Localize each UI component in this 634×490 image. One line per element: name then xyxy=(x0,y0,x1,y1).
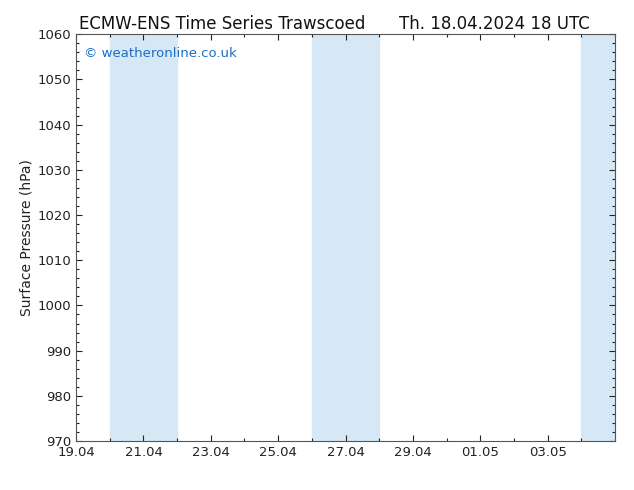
Text: © weatheronline.co.uk: © weatheronline.co.uk xyxy=(84,47,237,59)
Text: Th. 18.04.2024 18 UTC: Th. 18.04.2024 18 UTC xyxy=(399,15,590,33)
Bar xyxy=(581,34,632,441)
Bar xyxy=(110,34,177,441)
Bar xyxy=(312,34,379,441)
Y-axis label: Surface Pressure (hPa): Surface Pressure (hPa) xyxy=(19,159,34,316)
Text: ECMW-ENS Time Series Trawscoed: ECMW-ENS Time Series Trawscoed xyxy=(79,15,365,33)
